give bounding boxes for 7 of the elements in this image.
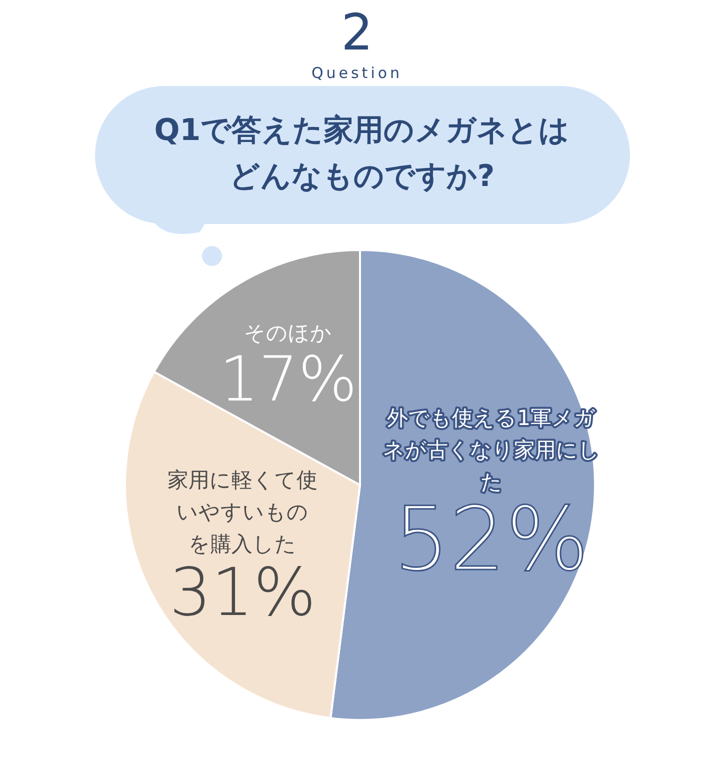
text: 2: [341, 4, 373, 62]
data-label: 31%: [169, 554, 316, 631]
slice-label: そのほか: [244, 320, 332, 345]
data-label: 17%: [219, 342, 358, 416]
chart-title: Q1で答えた家用のメガネとはどんなものですか?: [154, 113, 570, 194]
text: Question: [311, 64, 403, 82]
slice-label: 家用に軽くて使いやすいものを購入した: [168, 468, 318, 556]
